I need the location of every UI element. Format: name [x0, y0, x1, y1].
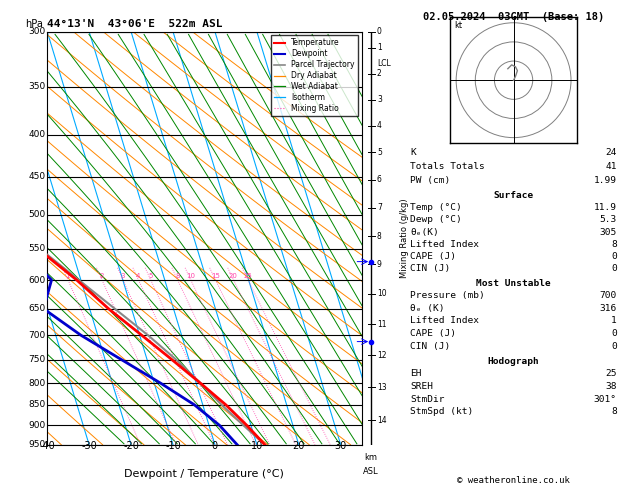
Text: 9: 9: [377, 260, 382, 269]
Text: 12: 12: [377, 351, 386, 360]
Legend: Temperature, Dewpoint, Parcel Trajectory, Dry Adiabat, Wet Adiabat, Isotherm, Mi: Temperature, Dewpoint, Parcel Trajectory…: [272, 35, 358, 116]
Text: 450: 450: [28, 173, 46, 181]
Text: 2: 2: [377, 69, 382, 78]
Text: CAPE (J): CAPE (J): [410, 252, 456, 261]
Text: 1.99: 1.99: [594, 176, 617, 185]
Text: 11.9: 11.9: [594, 203, 617, 212]
Text: StmSpd (kt): StmSpd (kt): [410, 407, 474, 416]
Text: CIN (J): CIN (J): [410, 264, 450, 273]
Text: Surface: Surface: [494, 191, 533, 200]
Text: -20: -20: [123, 441, 139, 451]
Text: Dewp (°C): Dewp (°C): [410, 215, 462, 225]
Text: EH: EH: [410, 369, 422, 378]
Text: Temp (°C): Temp (°C): [410, 203, 462, 212]
Text: 650: 650: [28, 304, 46, 313]
Text: -30: -30: [81, 441, 97, 451]
Text: 3: 3: [377, 95, 382, 104]
Text: 8: 8: [377, 231, 382, 241]
Text: Pressure (mb): Pressure (mb): [410, 291, 485, 300]
Text: 5: 5: [377, 148, 382, 157]
Text: LCL: LCL: [377, 59, 391, 69]
Text: 350: 350: [28, 82, 46, 91]
Text: 8: 8: [611, 240, 617, 249]
Text: 550: 550: [28, 244, 46, 253]
Text: 305: 305: [599, 227, 617, 237]
Text: 0: 0: [611, 264, 617, 273]
Text: 900: 900: [28, 421, 46, 430]
Text: 20: 20: [229, 273, 238, 279]
Text: 0: 0: [611, 342, 617, 350]
Text: 4: 4: [136, 273, 140, 279]
Text: 02.05.2024  03GMT  (Base: 18): 02.05.2024 03GMT (Base: 18): [423, 12, 604, 22]
Text: ASL: ASL: [363, 468, 379, 476]
Text: 500: 500: [28, 210, 46, 219]
Text: 0: 0: [212, 441, 218, 451]
Text: 1: 1: [65, 273, 70, 279]
Text: 24: 24: [605, 148, 617, 157]
Text: 0: 0: [377, 27, 382, 36]
Text: K: K: [410, 148, 416, 157]
Text: -10: -10: [165, 441, 181, 451]
Text: 4: 4: [377, 122, 382, 131]
Text: 700: 700: [599, 291, 617, 300]
Text: StmDir: StmDir: [410, 395, 445, 403]
Text: 600: 600: [28, 276, 46, 284]
Text: 15: 15: [211, 273, 220, 279]
Text: 1: 1: [611, 316, 617, 326]
Text: 0: 0: [611, 252, 617, 261]
Text: 316: 316: [599, 304, 617, 313]
Text: 1: 1: [377, 43, 382, 52]
Text: -40: -40: [39, 441, 55, 451]
Text: 0: 0: [611, 329, 617, 338]
Text: 44°13'N  43°06'E  522m ASL: 44°13'N 43°06'E 522m ASL: [47, 19, 223, 30]
Text: 301°: 301°: [594, 395, 617, 403]
Text: 300: 300: [28, 27, 46, 36]
Text: θₑ(K): θₑ(K): [410, 227, 439, 237]
Text: 8: 8: [175, 273, 179, 279]
Text: km: km: [365, 453, 377, 462]
Text: 30: 30: [335, 441, 347, 451]
Text: 6: 6: [377, 175, 382, 184]
Text: 13: 13: [377, 383, 387, 392]
Text: Totals Totals: Totals Totals: [410, 162, 485, 171]
Text: 3: 3: [121, 273, 125, 279]
Text: 7: 7: [377, 203, 382, 212]
Text: 8: 8: [611, 407, 617, 416]
Text: 5: 5: [148, 273, 153, 279]
Text: Lifted Index: Lifted Index: [410, 240, 479, 249]
Text: 700: 700: [28, 331, 46, 340]
Text: 20: 20: [292, 441, 305, 451]
Text: 25: 25: [605, 369, 617, 378]
Text: 800: 800: [28, 379, 46, 388]
Text: 400: 400: [28, 130, 46, 139]
Text: 850: 850: [28, 400, 46, 409]
Text: 10: 10: [377, 289, 387, 298]
Text: 2: 2: [99, 273, 104, 279]
Text: PW (cm): PW (cm): [410, 176, 450, 185]
Text: 950: 950: [28, 440, 46, 449]
Text: 10: 10: [186, 273, 195, 279]
Text: 25: 25: [243, 273, 252, 279]
Text: 14: 14: [377, 416, 387, 425]
Text: 750: 750: [28, 355, 46, 364]
Text: Mixing Ratio (g/kg): Mixing Ratio (g/kg): [399, 198, 409, 278]
Text: 41: 41: [605, 162, 617, 171]
Text: SREH: SREH: [410, 382, 433, 391]
Text: 5.3: 5.3: [599, 215, 617, 225]
Text: Lifted Index: Lifted Index: [410, 316, 479, 326]
Text: CAPE (J): CAPE (J): [410, 329, 456, 338]
Text: 10: 10: [251, 441, 263, 451]
Text: hPa: hPa: [25, 19, 43, 30]
Text: CIN (J): CIN (J): [410, 342, 450, 350]
Text: θₑ (K): θₑ (K): [410, 304, 445, 313]
Text: 38: 38: [605, 382, 617, 391]
Text: Most Unstable: Most Unstable: [476, 279, 551, 288]
Text: Hodograph: Hodograph: [487, 357, 540, 365]
Text: 11: 11: [377, 320, 386, 329]
Text: kt: kt: [454, 21, 462, 30]
Text: Dewpoint / Temperature (°C): Dewpoint / Temperature (°C): [125, 469, 284, 480]
Text: © weatheronline.co.uk: © weatheronline.co.uk: [457, 475, 570, 485]
